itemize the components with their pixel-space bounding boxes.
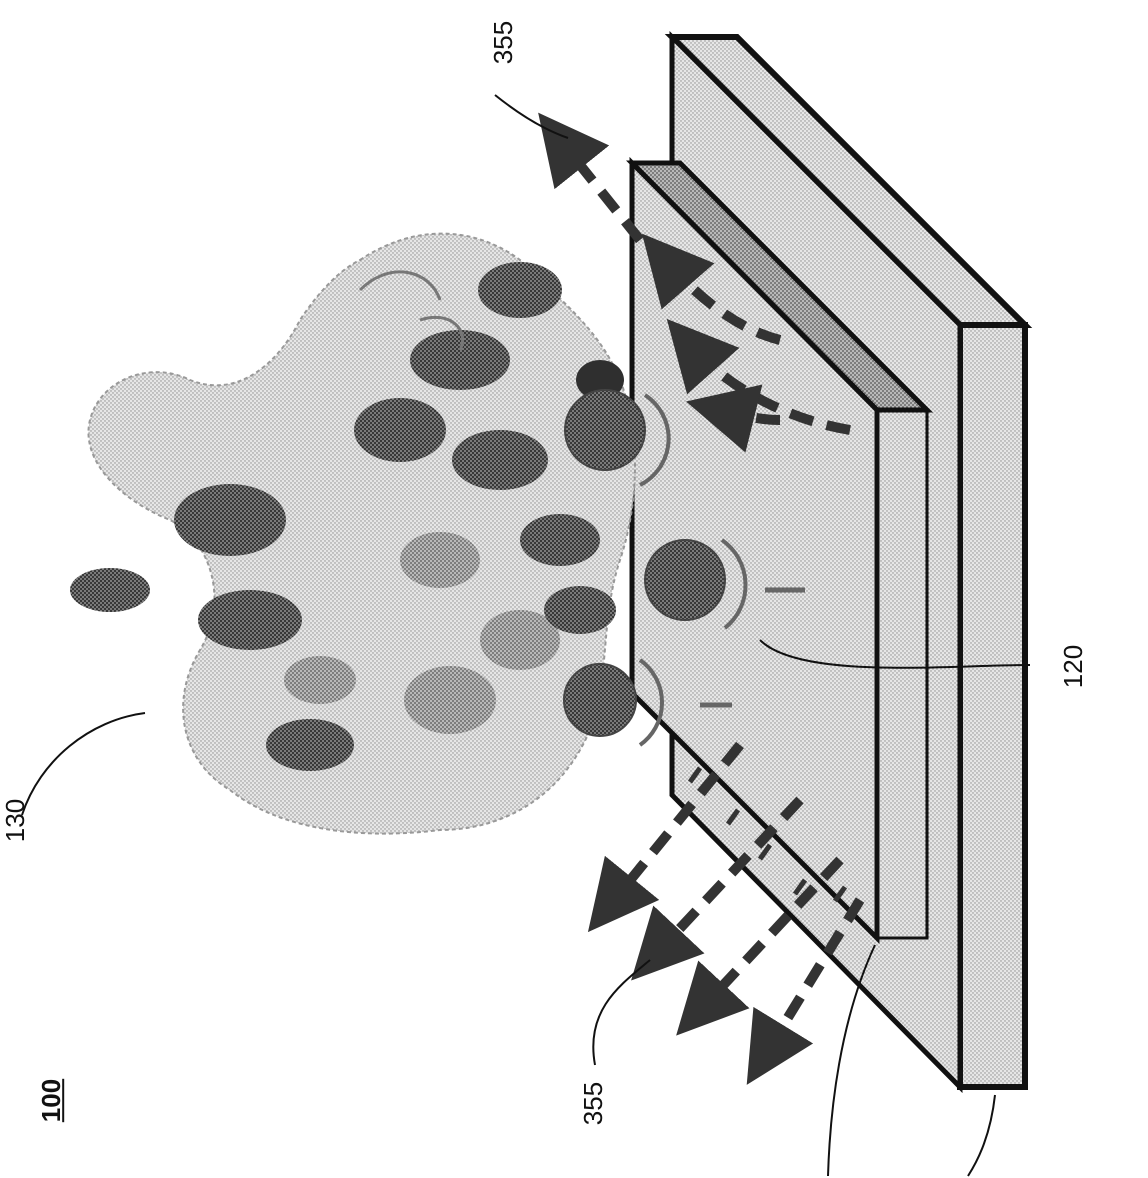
protein-structure — [70, 234, 635, 834]
label-protein: 130 — [0, 799, 31, 842]
middle-layer — [877, 410, 927, 938]
figure-number: 100 — [36, 1079, 67, 1122]
label-arrows-bottom: 355 — [578, 1082, 609, 1125]
label-arrows-top: 355 — [488, 21, 519, 64]
label-binding-sites: 120 — [1058, 645, 1089, 688]
